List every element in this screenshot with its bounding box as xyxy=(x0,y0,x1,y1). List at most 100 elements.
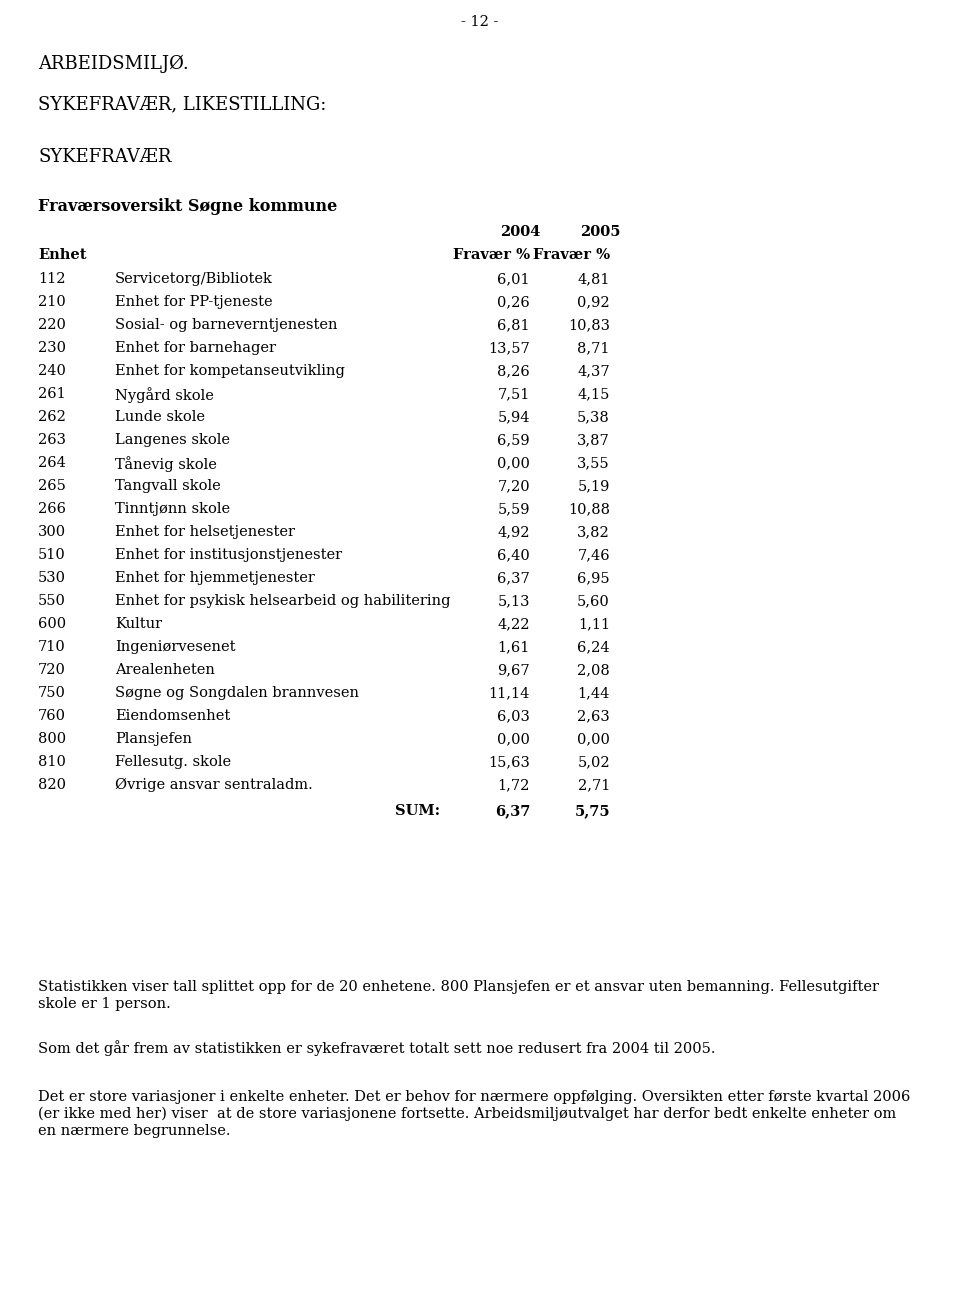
Text: ARBEIDSMILJØ.: ARBEIDSMILJØ. xyxy=(38,56,189,74)
Text: 600: 600 xyxy=(38,617,66,631)
Text: 5,13: 5,13 xyxy=(497,593,530,608)
Text: 5,94: 5,94 xyxy=(497,410,530,424)
Text: 9,67: 9,67 xyxy=(497,663,530,678)
Text: Kultur: Kultur xyxy=(115,617,162,631)
Text: 15,63: 15,63 xyxy=(488,755,530,769)
Text: 5,59: 5,59 xyxy=(497,502,530,516)
Text: Enhet for helsetjenester: Enhet for helsetjenester xyxy=(115,525,295,539)
Text: 4,22: 4,22 xyxy=(497,617,530,631)
Text: Enhet for barnehager: Enhet for barnehager xyxy=(115,341,276,356)
Text: Tinntjønn skole: Tinntjønn skole xyxy=(115,502,230,516)
Text: 1,72: 1,72 xyxy=(497,778,530,793)
Text: Nygård skole: Nygård skole xyxy=(115,387,214,403)
Text: Lunde skole: Lunde skole xyxy=(115,410,205,424)
Text: 2,63: 2,63 xyxy=(577,709,610,723)
Text: 1,61: 1,61 xyxy=(497,640,530,654)
Text: Tånevig skole: Tånevig skole xyxy=(115,456,217,472)
Text: Arealenheten: Arealenheten xyxy=(115,663,215,678)
Text: 2004: 2004 xyxy=(500,225,540,239)
Text: 800: 800 xyxy=(38,732,66,746)
Text: Fravær %: Fravær % xyxy=(453,248,530,262)
Text: Som det går frem av statistikken er sykefraværet totalt sett noe redusert fra 20: Som det går frem av statistikken er syke… xyxy=(38,1040,715,1056)
Text: 2,08: 2,08 xyxy=(577,663,610,678)
Text: Eiendomsenhet: Eiendomsenhet xyxy=(115,709,230,723)
Text: 1,11: 1,11 xyxy=(578,617,610,631)
Text: Tangvall skole: Tangvall skole xyxy=(115,478,221,493)
Text: 6,59: 6,59 xyxy=(497,433,530,447)
Text: SYKEFRAVÆR, LIKESTILLING:: SYKEFRAVÆR, LIKESTILLING: xyxy=(38,94,326,112)
Text: Ingeniørvesenet: Ingeniørvesenet xyxy=(115,640,235,654)
Text: (er ikke med her) viser  at de store variasjonene fortsette. Arbeidsmiljøutvalge: (er ikke med her) viser at de store vari… xyxy=(38,1107,897,1121)
Text: 263: 263 xyxy=(38,433,66,447)
Text: Enhet for psykisk helsearbeid og habilitering: Enhet for psykisk helsearbeid og habilit… xyxy=(115,593,450,608)
Text: 750: 750 xyxy=(38,687,66,700)
Text: 11,14: 11,14 xyxy=(489,687,530,700)
Text: SUM:: SUM: xyxy=(395,804,440,818)
Text: 10,88: 10,88 xyxy=(568,502,610,516)
Text: 760: 760 xyxy=(38,709,66,723)
Text: 6,95: 6,95 xyxy=(577,572,610,584)
Text: 7,51: 7,51 xyxy=(497,387,530,401)
Text: 0,92: 0,92 xyxy=(577,295,610,309)
Text: 5,02: 5,02 xyxy=(577,755,610,769)
Text: 4,15: 4,15 xyxy=(578,387,610,401)
Text: 4,37: 4,37 xyxy=(577,365,610,378)
Text: 3,82: 3,82 xyxy=(577,525,610,539)
Text: Enhet for institusjonstjenester: Enhet for institusjonstjenester xyxy=(115,548,342,562)
Text: Fellesutg. skole: Fellesutg. skole xyxy=(115,755,231,769)
Text: Fravær %: Fravær % xyxy=(533,248,610,262)
Text: 240: 240 xyxy=(38,365,66,378)
Text: 5,19: 5,19 xyxy=(578,478,610,493)
Text: Sosial- og barneverntjenesten: Sosial- og barneverntjenesten xyxy=(115,318,338,332)
Text: 4,81: 4,81 xyxy=(578,272,610,286)
Text: skole er 1 person.: skole er 1 person. xyxy=(38,997,171,1011)
Text: Fraværsoversikt Søgne kommune: Fraværsoversikt Søgne kommune xyxy=(38,198,337,215)
Text: Langenes skole: Langenes skole xyxy=(115,433,230,447)
Text: en nærmere begrunnelse.: en nærmere begrunnelse. xyxy=(38,1124,230,1138)
Text: Søgne og Songdalen brannvesen: Søgne og Songdalen brannvesen xyxy=(115,687,359,700)
Text: 6,81: 6,81 xyxy=(497,318,530,332)
Text: 3,55: 3,55 xyxy=(577,456,610,469)
Text: Enhet for PP-tjeneste: Enhet for PP-tjeneste xyxy=(115,295,273,309)
Text: 7,46: 7,46 xyxy=(577,548,610,562)
Text: 720: 720 xyxy=(38,663,66,678)
Text: 5,75: 5,75 xyxy=(574,804,610,818)
Text: 261: 261 xyxy=(38,387,65,401)
Text: 510: 510 xyxy=(38,548,65,562)
Text: 1,44: 1,44 xyxy=(578,687,610,700)
Text: SYKEFRAVÆR: SYKEFRAVÆR xyxy=(38,147,172,166)
Text: 6,40: 6,40 xyxy=(497,548,530,562)
Text: 530: 530 xyxy=(38,572,66,584)
Text: 810: 810 xyxy=(38,755,66,769)
Text: Det er store variasjoner i enkelte enheter. Det er behov for nærmere oppfølging.: Det er store variasjoner i enkelte enhet… xyxy=(38,1090,910,1104)
Text: Plansjefen: Plansjefen xyxy=(115,732,192,746)
Text: Enhet: Enhet xyxy=(38,248,86,262)
Text: 6,37: 6,37 xyxy=(497,572,530,584)
Text: 4,92: 4,92 xyxy=(497,525,530,539)
Text: 2005: 2005 xyxy=(580,225,620,239)
Text: 300: 300 xyxy=(38,525,66,539)
Text: 230: 230 xyxy=(38,341,66,356)
Text: 7,20: 7,20 xyxy=(497,478,530,493)
Text: 5,60: 5,60 xyxy=(577,593,610,608)
Text: 220: 220 xyxy=(38,318,66,332)
Text: 6,24: 6,24 xyxy=(577,640,610,654)
Text: 265: 265 xyxy=(38,478,66,493)
Text: 2,71: 2,71 xyxy=(578,778,610,793)
Text: 550: 550 xyxy=(38,593,66,608)
Text: 3,87: 3,87 xyxy=(577,433,610,447)
Text: 13,57: 13,57 xyxy=(489,341,530,356)
Text: 0,00: 0,00 xyxy=(497,732,530,746)
Text: 8,26: 8,26 xyxy=(497,365,530,378)
Text: 8,71: 8,71 xyxy=(578,341,610,356)
Text: 210: 210 xyxy=(38,295,65,309)
Text: 5,38: 5,38 xyxy=(577,410,610,424)
Text: Øvrige ansvar sentraladm.: Øvrige ansvar sentraladm. xyxy=(115,778,313,793)
Text: 10,83: 10,83 xyxy=(568,318,610,332)
Text: Enhet for kompetanseutvikling: Enhet for kompetanseutvikling xyxy=(115,365,345,378)
Text: - 12 -: - 12 - xyxy=(462,16,498,28)
Text: 0,26: 0,26 xyxy=(497,295,530,309)
Text: Servicetorg/Bibliotek: Servicetorg/Bibliotek xyxy=(115,272,273,286)
Text: 710: 710 xyxy=(38,640,65,654)
Text: 264: 264 xyxy=(38,456,66,469)
